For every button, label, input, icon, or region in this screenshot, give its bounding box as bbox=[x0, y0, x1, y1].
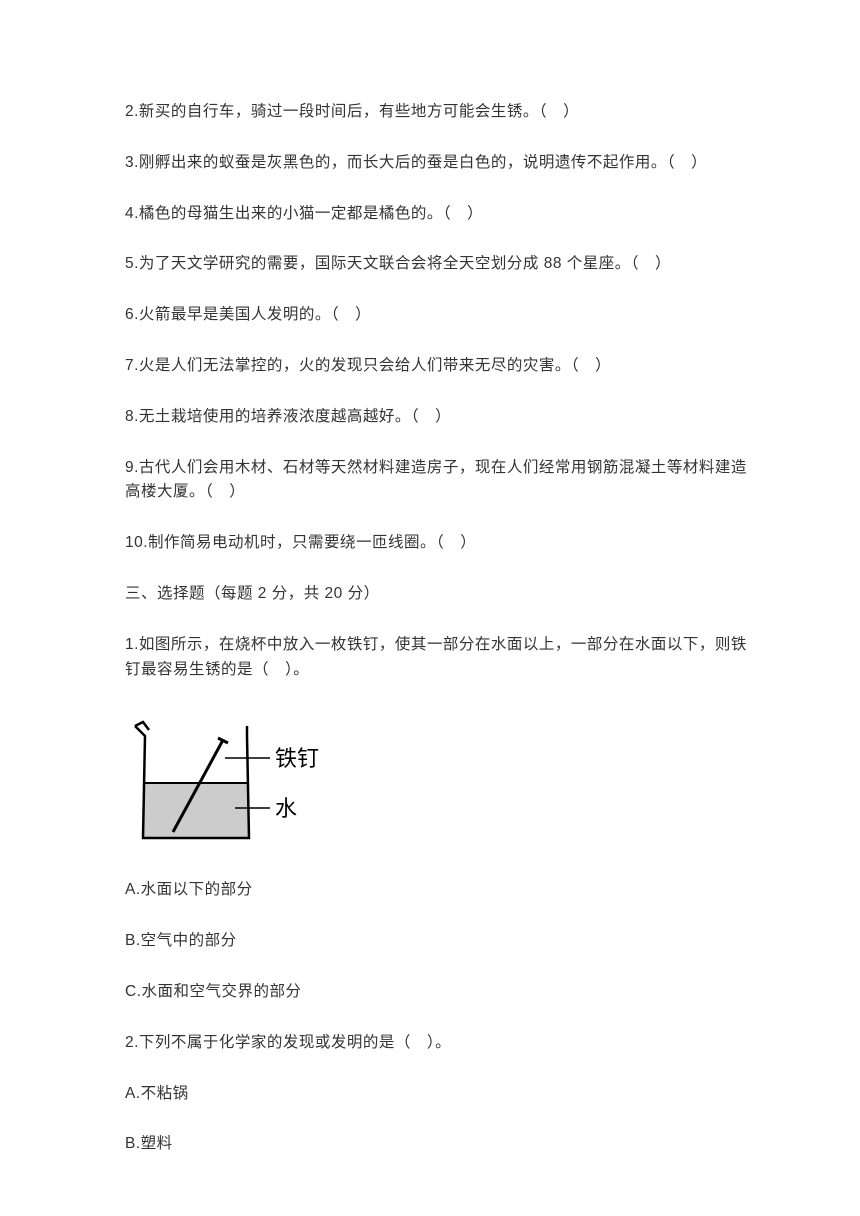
question-9: 9.古代人们会用木材、石材等天然材料建造房子，现在人们经常用钢筋混凝土等材料建造… bbox=[125, 456, 750, 506]
q2-option-a: A.不粘锅 bbox=[125, 1082, 750, 1107]
question-3: 3.刚孵出来的蚁蚕是灰黑色的，而长大后的蚕是白色的，说明遗传不起作用。（ ） bbox=[125, 151, 750, 176]
question-8: 8.无土栽培使用的培养液浓度越高越好。（ ） bbox=[125, 405, 750, 430]
q1-option-b: B.空气中的部分 bbox=[125, 929, 750, 954]
beaker-diagram: 铁钉 水 bbox=[125, 708, 750, 858]
q2-option-b: B.塑料 bbox=[125, 1132, 750, 1157]
question-7: 7.火是人们无法掌控的，火的发现只会给人们带来无尽的灾害。（ ） bbox=[125, 354, 750, 379]
water-label: 水 bbox=[275, 796, 297, 821]
question-6: 6.火箭最早是美国人发明的。（ ） bbox=[125, 303, 750, 328]
question-10: 10.制作简易电动机时，只需要绕一匝线圈。（ ） bbox=[125, 531, 750, 556]
beaker-svg: 铁钉 水 bbox=[125, 708, 365, 858]
question-2: 2.新买的自行车，骑过一段时间后，有些地方可能会生锈。（ ） bbox=[125, 100, 750, 125]
section2-questions: 2.新买的自行车，骑过一段时间后，有些地方可能会生锈。（ ） 3.刚孵出来的蚁蚕… bbox=[125, 100, 750, 556]
question-5: 5.为了天文学研究的需要，国际天文联合会将全天空划分成 88 个星座。（ ） bbox=[125, 252, 750, 277]
q1-option-c: C.水面和空气交界的部分 bbox=[125, 980, 750, 1005]
section3-title: 三、选择题（每题 2 分，共 20 分） bbox=[125, 582, 750, 607]
section3-q2-text: 2.下列不属于化学家的发现或发明的是（ ）。 bbox=[125, 1031, 750, 1056]
question-4: 4.橘色的母猫生出来的小猫一定都是橘色的。（ ） bbox=[125, 202, 750, 227]
q1-option-a: A.水面以下的部分 bbox=[125, 878, 750, 903]
section3-q1-text: 1.如图所示，在烧杯中放入一枚铁钉，使其一部分在水面以上，一部分在水面以下，则铁… bbox=[125, 633, 750, 683]
nail-label: 铁钉 bbox=[275, 746, 319, 771]
